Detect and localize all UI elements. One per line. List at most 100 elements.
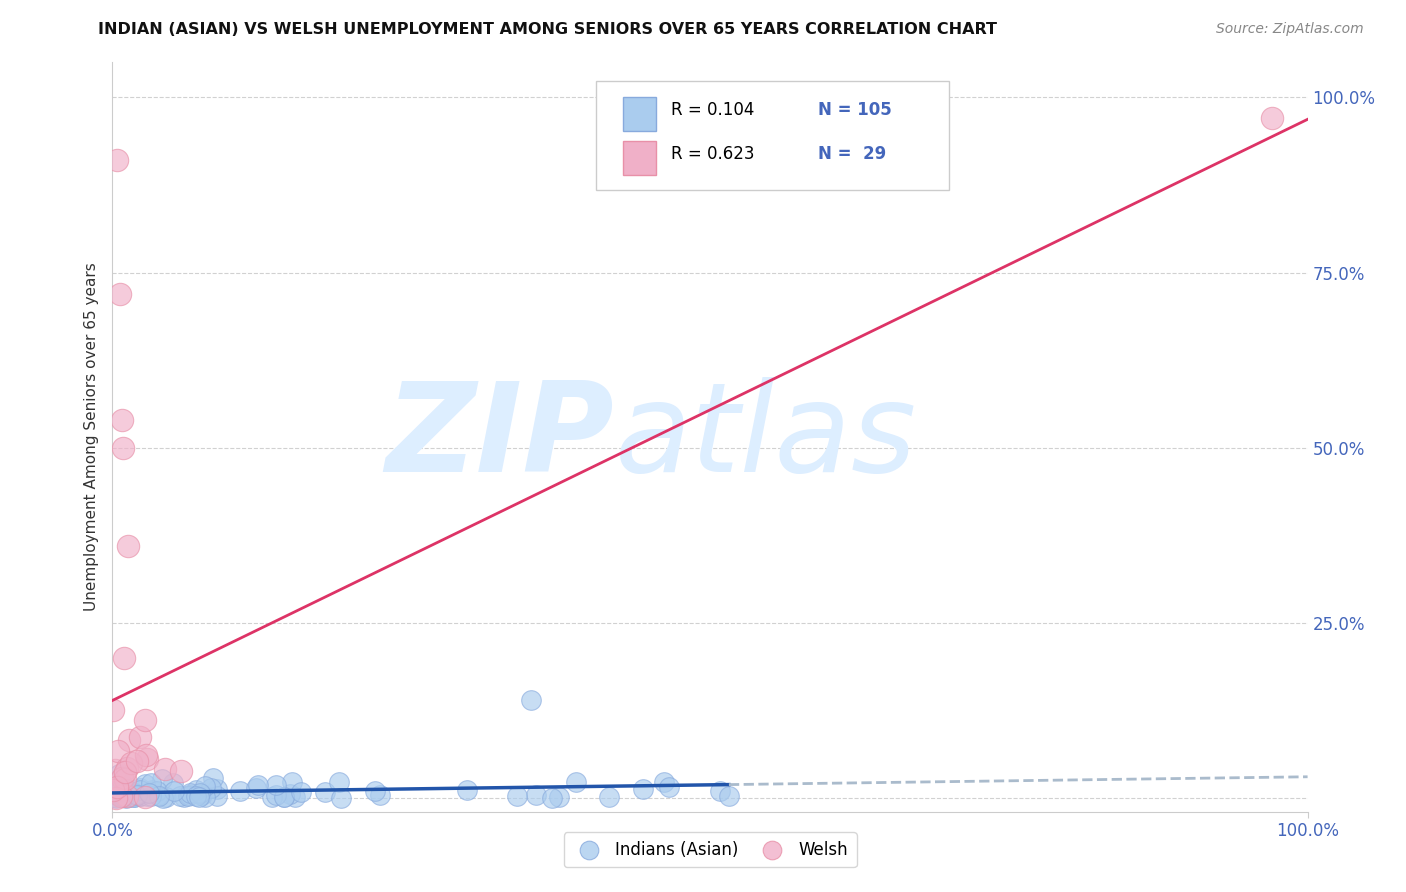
Point bbox=[184, 789, 207, 804]
Point bbox=[179, 786, 201, 800]
Point bbox=[170, 764, 193, 779]
Point bbox=[118, 732, 141, 747]
Point bbox=[111, 412, 134, 426]
Text: N =  29: N = 29 bbox=[818, 145, 886, 163]
Point bbox=[103, 786, 125, 800]
Point bbox=[148, 789, 170, 803]
Point bbox=[205, 789, 228, 804]
Point bbox=[104, 763, 127, 777]
Point bbox=[139, 776, 162, 790]
Point bbox=[107, 790, 129, 805]
Point bbox=[112, 789, 135, 804]
Point bbox=[134, 790, 156, 805]
Legend: Indians (Asian), Welsh: Indians (Asian), Welsh bbox=[564, 832, 856, 867]
Point bbox=[115, 789, 138, 803]
Point bbox=[108, 778, 131, 792]
Point bbox=[631, 781, 654, 796]
Point bbox=[105, 780, 128, 794]
Point bbox=[104, 787, 127, 801]
Point bbox=[101, 782, 124, 797]
Point bbox=[148, 788, 170, 802]
Point bbox=[118, 789, 141, 803]
Point bbox=[103, 787, 125, 801]
Point bbox=[229, 784, 252, 798]
Point bbox=[598, 789, 620, 804]
Point bbox=[128, 789, 150, 804]
Point bbox=[111, 789, 134, 804]
Point bbox=[120, 787, 142, 801]
Point bbox=[177, 788, 200, 802]
Point bbox=[112, 778, 135, 792]
Point bbox=[135, 748, 157, 763]
Text: N = 105: N = 105 bbox=[818, 101, 891, 120]
Point bbox=[264, 778, 287, 792]
Point bbox=[103, 774, 125, 789]
Text: R = 0.623: R = 0.623 bbox=[671, 145, 754, 163]
Point bbox=[163, 784, 186, 798]
Point bbox=[125, 787, 148, 801]
Point bbox=[264, 789, 287, 803]
FancyBboxPatch shape bbox=[623, 97, 657, 131]
Text: ZIP: ZIP bbox=[385, 376, 614, 498]
Point bbox=[177, 789, 200, 803]
Point bbox=[541, 790, 564, 805]
Point bbox=[146, 784, 169, 798]
FancyBboxPatch shape bbox=[596, 81, 949, 190]
Point bbox=[520, 692, 543, 706]
Y-axis label: Unemployment Among Seniors over 65 years: Unemployment Among Seniors over 65 years bbox=[84, 263, 100, 611]
Point bbox=[138, 785, 160, 799]
Point bbox=[110, 789, 132, 803]
Point bbox=[717, 789, 740, 804]
Point bbox=[652, 774, 675, 789]
Point bbox=[186, 782, 208, 797]
Point bbox=[122, 785, 145, 799]
Text: Source: ZipAtlas.com: Source: ZipAtlas.com bbox=[1216, 22, 1364, 37]
Point bbox=[278, 787, 301, 801]
Point bbox=[107, 787, 129, 801]
Point bbox=[245, 781, 267, 796]
Point bbox=[115, 790, 138, 805]
Point bbox=[200, 780, 222, 795]
Point bbox=[103, 784, 125, 798]
Point bbox=[194, 779, 217, 793]
Point bbox=[364, 784, 387, 798]
Point bbox=[110, 789, 132, 803]
Point bbox=[138, 787, 160, 801]
Point bbox=[107, 789, 129, 803]
Point bbox=[547, 790, 569, 805]
Point bbox=[247, 778, 270, 792]
Point bbox=[114, 764, 136, 779]
Point bbox=[191, 788, 214, 802]
Point bbox=[111, 780, 134, 794]
Point bbox=[314, 785, 336, 799]
Point bbox=[105, 153, 128, 168]
Point bbox=[107, 781, 129, 796]
Point bbox=[108, 789, 131, 804]
Point bbox=[115, 789, 138, 803]
Point bbox=[155, 789, 177, 804]
Point bbox=[108, 785, 131, 799]
Point bbox=[273, 789, 295, 804]
Text: atlas: atlas bbox=[614, 376, 917, 498]
Point bbox=[112, 790, 135, 805]
Point bbox=[120, 756, 142, 770]
Point bbox=[657, 780, 679, 794]
Point bbox=[284, 789, 307, 804]
Point bbox=[153, 763, 176, 777]
Point bbox=[134, 713, 156, 727]
Point bbox=[162, 776, 184, 790]
Point bbox=[505, 789, 527, 804]
Point bbox=[107, 744, 129, 758]
Point bbox=[114, 772, 136, 787]
Point bbox=[152, 790, 174, 805]
Point bbox=[129, 789, 152, 803]
Point bbox=[173, 790, 195, 805]
Point bbox=[370, 788, 392, 802]
Point bbox=[111, 771, 134, 785]
Point bbox=[169, 789, 191, 804]
Point bbox=[127, 788, 149, 802]
Point bbox=[117, 539, 139, 553]
Point bbox=[103, 789, 125, 804]
Point bbox=[104, 785, 127, 799]
Point bbox=[104, 790, 127, 805]
